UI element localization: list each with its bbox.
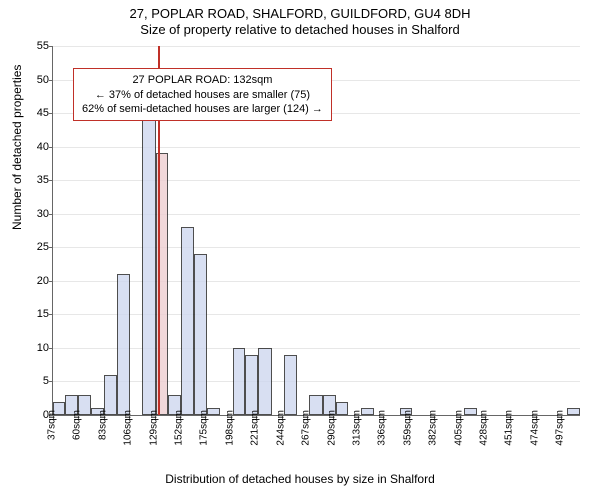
histogram-bar xyxy=(464,408,477,415)
annotation-line: ← 37% of detached houses are smaller (75… xyxy=(82,88,323,102)
histogram-bar xyxy=(284,355,297,415)
y-tick-mark xyxy=(49,80,53,81)
histogram-bar xyxy=(233,348,245,415)
page-subtitle: Size of property relative to detached ho… xyxy=(0,22,600,38)
x-tick-label: 221sqm xyxy=(250,410,261,446)
histogram-bar xyxy=(104,375,117,415)
grid-line xyxy=(53,247,580,248)
annotation-line: 62% of semi-detached houses are larger (… xyxy=(82,102,323,116)
y-tick-mark xyxy=(49,348,53,349)
y-tick-label: 45 xyxy=(25,107,49,119)
x-tick-label: 336sqm xyxy=(377,410,388,446)
y-tick-label: 30 xyxy=(25,208,49,220)
plot-area: 051015202530354045505537sqm60sqm83sqm106… xyxy=(52,46,580,416)
x-tick-label: 106sqm xyxy=(123,410,134,446)
histogram-bar xyxy=(336,402,348,415)
x-tick-label: 244sqm xyxy=(275,410,286,446)
y-tick-label: 15 xyxy=(25,308,49,320)
y-tick-mark xyxy=(49,314,53,315)
y-tick-label: 55 xyxy=(25,40,49,52)
y-tick-mark xyxy=(49,281,53,282)
histogram-bar xyxy=(142,73,155,415)
y-axis-label: Number of detached properties xyxy=(10,65,24,230)
y-tick-mark xyxy=(49,214,53,215)
x-tick-label: 267sqm xyxy=(300,410,311,446)
histogram-bar xyxy=(181,227,194,415)
annotation-line: 27 POPLAR ROAD: 132sqm xyxy=(82,73,323,87)
x-tick-label: 198sqm xyxy=(224,410,235,446)
grid-line xyxy=(53,180,580,181)
histogram-chart: 051015202530354045505537sqm60sqm83sqm106… xyxy=(52,46,580,416)
histogram-bar xyxy=(245,355,258,415)
x-tick-label: 129sqm xyxy=(148,410,159,446)
x-tick-label: 60sqm xyxy=(72,410,83,440)
page-title: 27, POPLAR ROAD, SHALFORD, GUILDFORD, GU… xyxy=(0,6,600,22)
x-tick-label: 359sqm xyxy=(402,410,413,446)
y-tick-mark xyxy=(49,46,53,47)
histogram-bar xyxy=(567,408,580,415)
grid-line xyxy=(53,214,580,215)
x-tick-label: 83sqm xyxy=(97,410,108,440)
x-tick-label: 382sqm xyxy=(428,410,439,446)
y-tick-label: 50 xyxy=(25,74,49,86)
x-tick-label: 497sqm xyxy=(555,410,566,446)
histogram-bar xyxy=(258,348,271,415)
x-tick-label: 405sqm xyxy=(453,410,464,446)
histogram-bar xyxy=(361,408,374,415)
y-tick-mark xyxy=(49,113,53,114)
grid-line xyxy=(53,314,580,315)
histogram-bar xyxy=(194,254,206,415)
x-tick-label: 175sqm xyxy=(199,410,210,446)
x-tick-label: 313sqm xyxy=(351,410,362,446)
y-tick-label: 10 xyxy=(25,342,49,354)
y-tick-mark xyxy=(49,247,53,248)
y-tick-mark xyxy=(49,180,53,181)
grid-line xyxy=(53,46,580,47)
x-tick-label: 428sqm xyxy=(478,410,489,446)
grid-line xyxy=(53,348,580,349)
histogram-bar xyxy=(117,274,130,415)
y-tick-label: 40 xyxy=(25,141,49,153)
grid-line xyxy=(53,147,580,148)
x-tick-label: 152sqm xyxy=(173,410,184,446)
x-axis-label: Distribution of detached houses by size … xyxy=(0,472,600,486)
annotation-box: 27 POPLAR ROAD: 132sqm← 37% of detached … xyxy=(73,68,332,121)
x-tick-label: 37sqm xyxy=(46,410,57,440)
y-tick-mark xyxy=(49,147,53,148)
grid-line xyxy=(53,381,580,382)
x-tick-label: 290sqm xyxy=(326,410,337,446)
y-tick-label: 5 xyxy=(25,375,49,387)
x-tick-label: 474sqm xyxy=(529,410,540,446)
y-tick-label: 25 xyxy=(25,241,49,253)
x-tick-label: 451sqm xyxy=(504,410,515,446)
y-tick-label: 20 xyxy=(25,275,49,287)
y-tick-label: 35 xyxy=(25,174,49,186)
y-tick-mark xyxy=(49,381,53,382)
y-tick-label: 0 xyxy=(25,409,49,421)
grid-line xyxy=(53,281,580,282)
